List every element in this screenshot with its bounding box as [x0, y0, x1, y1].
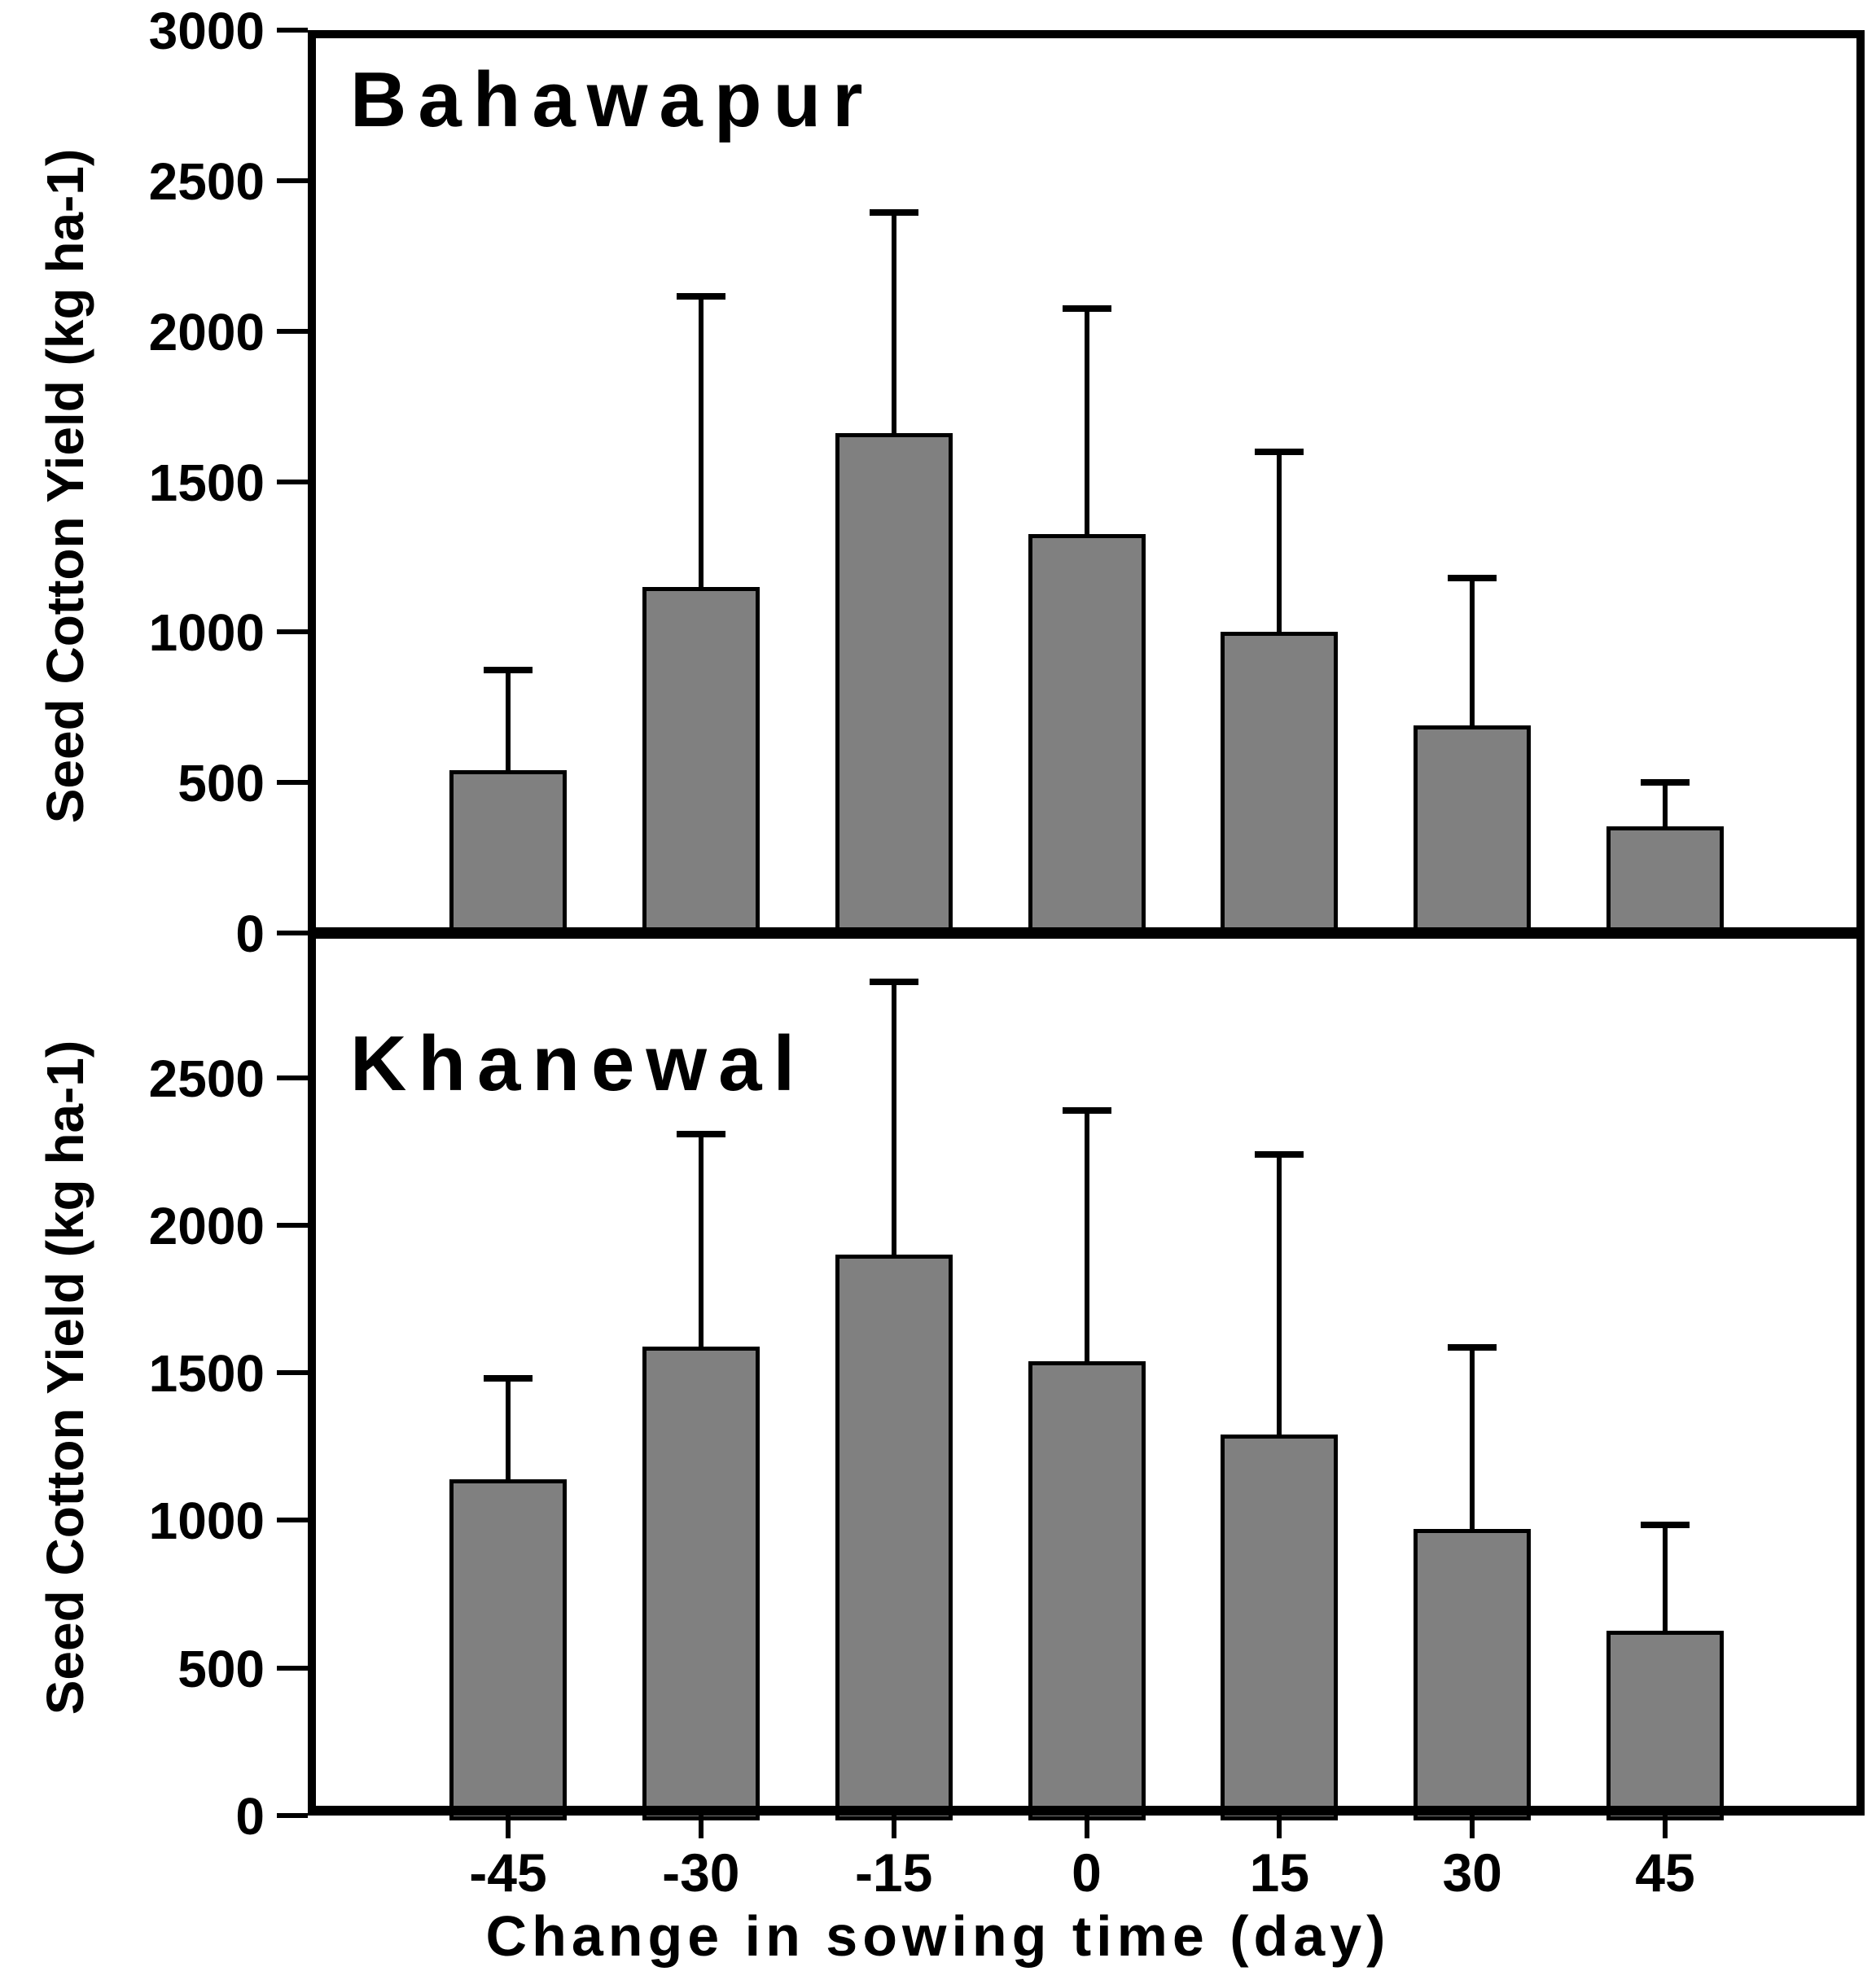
- bar: [1414, 725, 1532, 938]
- x-tick-label: -15: [854, 1842, 933, 1903]
- error-bar: [506, 669, 511, 771]
- x-tick: [891, 1816, 896, 1838]
- bar: [1606, 826, 1724, 938]
- error-bar: [1277, 1154, 1282, 1435]
- error-bar: [1277, 451, 1282, 633]
- error-bar: [1663, 1524, 1668, 1632]
- y-tick: [277, 1222, 308, 1228]
- error-bar-cap: [1641, 779, 1690, 786]
- error-bar-cap: [869, 978, 918, 985]
- x-tick: [1277, 1816, 1282, 1838]
- error-bar-cap: [1448, 1344, 1497, 1351]
- y-tick: [277, 1665, 308, 1671]
- y-tick: [277, 328, 308, 334]
- bar: [642, 586, 760, 938]
- bar: [1028, 534, 1146, 938]
- x-axis-title: Change in sowing time (day): [485, 1904, 1391, 1968]
- error-bar: [698, 296, 704, 587]
- bar: [1221, 632, 1339, 938]
- y-tick-label: 500: [178, 754, 265, 813]
- x-tick: [1470, 1816, 1475, 1838]
- error-bar: [1470, 577, 1475, 725]
- y-tick: [277, 479, 308, 484]
- x-tick: [698, 1816, 704, 1838]
- error-bar-cap: [1641, 1521, 1690, 1528]
- error-bar: [891, 212, 896, 434]
- x-tick: [1084, 1816, 1089, 1838]
- y-tick: [277, 931, 308, 935]
- error-bar-cap: [1255, 448, 1304, 455]
- x-tick-label: 15: [1249, 1842, 1310, 1903]
- y-tick-label: 1000: [148, 603, 265, 663]
- y-tick-label: 2000: [148, 1196, 265, 1255]
- y-tick: [277, 1518, 308, 1523]
- bar: [835, 433, 953, 938]
- y-tick: [277, 1813, 308, 1818]
- bar: [835, 1255, 953, 1820]
- bar: [449, 1478, 567, 1820]
- error-bar-cap: [1062, 1106, 1111, 1114]
- y-tick: [277, 629, 308, 635]
- y-tick-label: 1500: [148, 453, 265, 512]
- error-bar: [698, 1133, 704, 1347]
- error-bar-cap: [1062, 304, 1111, 312]
- bar: [1221, 1435, 1339, 1820]
- y-tick-label: 2500: [148, 1049, 265, 1108]
- x-tick: [506, 1816, 511, 1838]
- x-tick-label: -45: [469, 1842, 547, 1903]
- x-tick-label: -30: [662, 1842, 740, 1903]
- error-bar: [1084, 308, 1089, 535]
- y-tick-label: 0: [235, 1787, 265, 1846]
- error-bar-cap: [676, 293, 725, 300]
- panel-divider-line: [308, 927, 1865, 939]
- bar: [1414, 1529, 1532, 1820]
- y-tick: [277, 780, 308, 786]
- panel-title-khanewal: Khanewal: [350, 1020, 807, 1107]
- bar: [1606, 1631, 1724, 1820]
- bar: [449, 770, 567, 938]
- y-tick-label: 1000: [148, 1492, 265, 1551]
- y-tick-label: 1500: [148, 1344, 265, 1404]
- error-bar: [506, 1378, 511, 1479]
- y-tick-label: 3000: [148, 2, 265, 60]
- error-bar: [1663, 782, 1668, 826]
- error-bar-cap: [869, 208, 918, 216]
- y-tick-label: 2000: [148, 302, 265, 361]
- y-tick: [277, 1075, 308, 1080]
- y-tick-label: 500: [178, 1639, 265, 1698]
- error-bar: [1470, 1347, 1475, 1530]
- y-tick-label: 0: [235, 905, 265, 963]
- y-tick-label: 2500: [148, 151, 265, 211]
- x-tick-label: 0: [1072, 1842, 1102, 1903]
- error-bar: [1084, 1110, 1089, 1361]
- y-tick: [277, 1370, 308, 1376]
- error-bar-cap: [1448, 574, 1497, 581]
- panel-title-bahawapur: Bahawapur: [350, 56, 874, 143]
- x-tick: [1663, 1816, 1668, 1838]
- bar: [1028, 1360, 1146, 1820]
- y-tick: [277, 177, 308, 183]
- error-bar-cap: [676, 1130, 725, 1137]
- bar: [642, 1346, 760, 1820]
- error-bar-cap: [484, 666, 533, 673]
- x-tick-label: 45: [1635, 1842, 1695, 1903]
- error-bar: [891, 981, 896, 1255]
- y-tick: [277, 28, 308, 33]
- x-tick-label: 30: [1442, 1842, 1502, 1903]
- error-bar-cap: [1255, 1150, 1304, 1158]
- error-bar-cap: [484, 1375, 533, 1382]
